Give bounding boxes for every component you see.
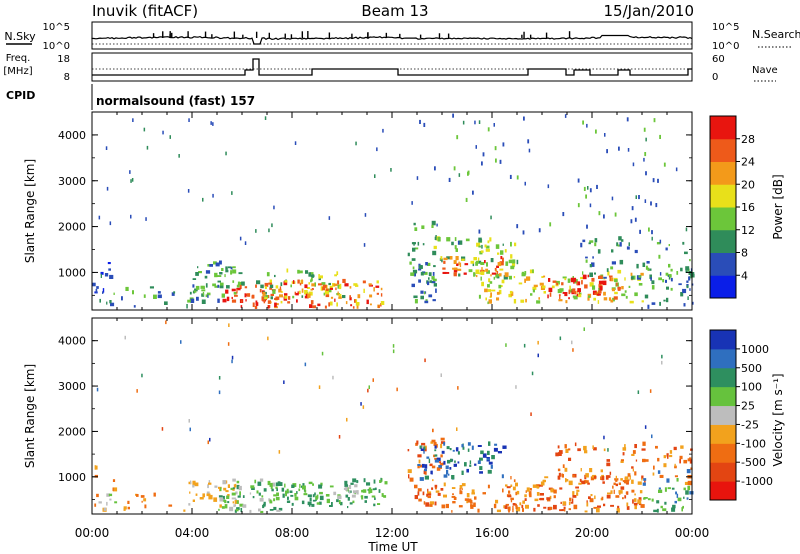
nsearch-label: N.Search bbox=[752, 28, 800, 41]
colorbar-tick-label: 20 bbox=[741, 178, 755, 191]
time-tick-label: 08:00 bbox=[275, 526, 310, 540]
nsky-panel: N.Sky 10^5 10^0 10^5 10^0 N.Search bbox=[4, 21, 800, 52]
time-tick-label: 20:00 bbox=[575, 526, 610, 540]
time-tick-label: 00:00 bbox=[675, 526, 710, 540]
colorbar-tick-label: -500 bbox=[741, 456, 766, 469]
power-ytick-label: 1000 bbox=[58, 266, 86, 279]
velocity-ytick-label: 1000 bbox=[58, 471, 86, 484]
colorbar-tick-label: 16 bbox=[741, 201, 755, 214]
velocity-ytick-label: 2000 bbox=[58, 425, 86, 438]
colorbar-swatch bbox=[710, 443, 736, 463]
colorbar-swatch bbox=[710, 481, 736, 501]
colorbar-tick-label: 4 bbox=[741, 269, 748, 282]
time-tick-label: 00:00 bbox=[75, 526, 110, 540]
power-ytick-label: 4000 bbox=[58, 129, 86, 142]
colorbar-swatch bbox=[710, 367, 736, 388]
power-scatter bbox=[92, 113, 695, 309]
colorbar-swatch bbox=[710, 116, 736, 140]
colorbar-swatch bbox=[710, 161, 736, 185]
colorbar-tick-label: 12 bbox=[741, 224, 755, 237]
colorbar-tick-label: 25 bbox=[741, 400, 755, 413]
colorbar-swatch bbox=[710, 330, 736, 350]
colorbar-swatch bbox=[710, 275, 736, 299]
station-title: Inuvik (fitACF) bbox=[92, 2, 198, 20]
colorbar-tick-label: 8 bbox=[741, 247, 748, 260]
power-colorbar: 4 8 12 16 20 24 28 Power [dB] bbox=[709, 115, 785, 299]
cpid-text: normalsound (fast) 157 bbox=[96, 94, 255, 108]
date-title: 15/Jan/2010 bbox=[604, 2, 695, 20]
power-panel: 1000 2000 3000 4000 Slant Range [km] bbox=[23, 111, 695, 311]
colorbar-swatch bbox=[710, 348, 736, 369]
time-tick-label: 12:00 bbox=[375, 526, 410, 540]
colorbar-swatch bbox=[710, 252, 736, 276]
time-axis: 00:00 04:00 08:00 12:00 16:00 20:00 00:00 bbox=[75, 508, 710, 540]
velocity-colorbar: 1000 500 100 25 -25 -100 -500 -1000 Velocity [m… bbox=[709, 329, 785, 501]
nave-label: Nave bbox=[752, 65, 778, 76]
colorbar-tick-label: -25 bbox=[741, 418, 759, 431]
velocity-scatter bbox=[94, 320, 694, 513]
cpid-label: CPID bbox=[6, 89, 35, 102]
freq-bottom-tick: 8 bbox=[64, 72, 70, 83]
colorbar-swatch bbox=[710, 184, 736, 208]
nsearch-top-tick: 10^5 bbox=[712, 22, 739, 33]
colorbar-tick-label: -100 bbox=[741, 437, 766, 450]
velocity-ytick-label: 4000 bbox=[58, 335, 86, 348]
colorbar-tick-label: 28 bbox=[741, 133, 755, 146]
time-tick-label: 04:00 bbox=[175, 526, 210, 540]
velocity-ylabel: Slant Range [km] bbox=[23, 364, 37, 468]
colorbar-swatch bbox=[710, 462, 736, 482]
colorbar-swatch bbox=[710, 138, 736, 162]
power-ytick-label: 3000 bbox=[58, 175, 86, 188]
colorbar-swatch bbox=[710, 405, 736, 425]
power-ytick-label: 2000 bbox=[58, 221, 86, 234]
power-colorbar-label: Power [dB] bbox=[771, 174, 785, 239]
colorbar-swatch bbox=[710, 386, 736, 407]
colorbar-tick-label: 24 bbox=[741, 156, 755, 169]
colorbar-tick-label: 1000 bbox=[741, 343, 769, 356]
freq-unit-label: [MHz] bbox=[3, 66, 32, 77]
velocity-panel: 1000 2000 3000 4000 Slant Range [km] bbox=[23, 317, 694, 515]
nave-top-tick: 60 bbox=[712, 54, 725, 65]
nave-bottom-tick: 0 bbox=[712, 72, 718, 83]
colorbar-tick-label: -1000 bbox=[741, 475, 773, 488]
freq-panel: Freq. [MHz] 18 8 60 0 Nave bbox=[3, 52, 778, 83]
velocity-ytick-label: 3000 bbox=[58, 380, 86, 393]
beam-title: Beam 13 bbox=[361, 2, 428, 20]
time-tick-label: 16:00 bbox=[475, 526, 510, 540]
colorbar-swatch bbox=[710, 424, 736, 444]
freq-label: Freq. bbox=[6, 53, 31, 64]
time-axis-label: Time UT bbox=[367, 540, 418, 554]
colorbar-swatch bbox=[710, 229, 736, 253]
freq-top-tick: 18 bbox=[57, 54, 70, 65]
nsky-label: N.Sky bbox=[4, 30, 36, 43]
colorbar-tick-label: 100 bbox=[741, 381, 762, 394]
nsky-top-tick: 10^5 bbox=[43, 22, 70, 33]
colorbar-swatch bbox=[710, 207, 736, 231]
power-ylabel: Slant Range [km] bbox=[23, 159, 37, 263]
nsearch-bottom-tick: 10^0 bbox=[712, 41, 739, 52]
velocity-colorbar-label: Velocity [m s⁻¹] bbox=[771, 373, 785, 466]
nsky-trace bbox=[91, 34, 693, 45]
freq-trace bbox=[92, 58, 692, 76]
nsky-bottom-tick: 10^0 bbox=[43, 41, 70, 52]
colorbar-tick-label: 500 bbox=[741, 362, 762, 375]
